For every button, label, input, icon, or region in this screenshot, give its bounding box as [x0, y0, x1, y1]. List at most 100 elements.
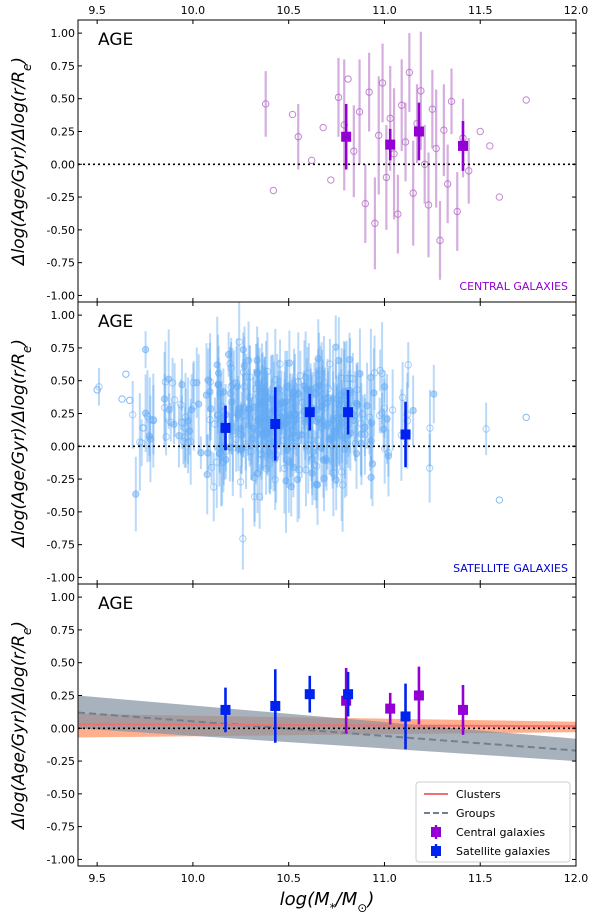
- binned-point: [304, 407, 315, 418]
- individual-point: [215, 449, 224, 457]
- individual-point: [329, 468, 338, 477]
- binned-point: [400, 711, 411, 722]
- individual-point: [206, 388, 214, 396]
- binned-point: [385, 703, 396, 714]
- binned-point: [343, 689, 354, 700]
- individual-point: [303, 369, 312, 377]
- individual-point: [271, 475, 279, 484]
- individual-point: [319, 123, 327, 132]
- individual-point: [308, 436, 316, 444]
- individual-point: [332, 424, 341, 432]
- individual-point: [245, 373, 254, 381]
- individual-point: [398, 393, 407, 402]
- y-tick-label: -0.25: [47, 191, 75, 204]
- individual-point: [282, 477, 290, 485]
- axes-frame: [77, 583, 577, 867]
- panel-annotation: SATELLITE GALAXIES: [453, 562, 568, 575]
- individual-point: [170, 420, 178, 428]
- legend-box: [415, 781, 571, 863]
- individual-point: [476, 127, 484, 136]
- x-tick-label: 10.5: [276, 872, 301, 885]
- axis-label-part: e: [20, 628, 34, 635]
- individual-point: [164, 375, 173, 383]
- legend-label: Satellite galaxies: [456, 845, 550, 858]
- individual-point: [365, 88, 373, 96]
- individual-point: [495, 193, 504, 201]
- individual-point: [335, 423, 344, 432]
- y-tick-label: -0.50: [47, 788, 75, 801]
- individual-point: [62, 461, 68, 467]
- y-tick-label: 0.25: [51, 125, 76, 138]
- individual-point: [314, 371, 322, 379]
- individual-point: [279, 436, 288, 445]
- individual-point: [226, 359, 234, 368]
- axis-label-part: ⊙: [357, 901, 367, 912]
- individual-point: [355, 108, 364, 116]
- binned-point: [220, 704, 231, 715]
- individual-point: [378, 79, 387, 87]
- individual-point: [281, 397, 290, 406]
- individual-point: [368, 460, 377, 468]
- panel-3: -1.00 -0.75 -0.50 -0.25 0.00 0.25 0.50 0.75 1.00…: [47, 583, 588, 885]
- individual-point: [219, 388, 228, 396]
- axis-label-part: ): [9, 621, 29, 630]
- individual-point: [269, 186, 278, 195]
- individual-point: [298, 398, 307, 407]
- top-x-tick-label: 11.0: [372, 4, 397, 17]
- individual-point: [294, 133, 302, 141]
- legend-label: Clusters: [456, 788, 501, 801]
- fit-band-groups: [78, 695, 576, 762]
- individual-point: [336, 391, 345, 399]
- individual-point: [379, 425, 388, 433]
- individual-point: [283, 446, 291, 455]
- individual-point: [313, 481, 322, 489]
- individual-point: [245, 405, 253, 414]
- axis-label-part: log(M: [280, 889, 330, 910]
- x-tick-label: 11.5: [468, 872, 493, 885]
- individual-point: [358, 410, 367, 418]
- individual-point: [482, 425, 490, 433]
- legend-marker: [431, 846, 441, 856]
- panel-2: -1.00 -0.75 -0.50 -0.25 0.00 0.25 0.50 0.75 1.00…: [47, 301, 577, 585]
- individual-point: [244, 356, 253, 365]
- individual-point: [404, 361, 412, 369]
- binned-point: [343, 407, 354, 418]
- individual-point: [262, 100, 270, 108]
- individual-point: [289, 393, 297, 401]
- y-tick-label: -0.75: [47, 257, 75, 270]
- individual-point: [143, 412, 152, 420]
- individual-point: [195, 400, 203, 408]
- individual-point: [246, 393, 254, 402]
- individual-point: [242, 373, 250, 381]
- plot-area: [78, 31, 576, 280]
- binned-point: [413, 126, 424, 137]
- individual-point: [351, 439, 360, 448]
- individual-point: [432, 144, 440, 153]
- individual-point: [253, 356, 261, 365]
- individual-point: [370, 389, 378, 397]
- individual-point: [447, 97, 456, 106]
- individual-point: [253, 431, 261, 439]
- individual-point: [281, 402, 290, 411]
- individual-point: [293, 475, 302, 484]
- panel-label: AGE: [98, 312, 133, 332]
- individual-point: [239, 411, 248, 420]
- panel-annotation: CENTRAL GALAXIES: [459, 280, 568, 293]
- y-tick-label: -1.00: [47, 571, 75, 584]
- individual-point: [371, 219, 379, 228]
- binned-point: [457, 704, 468, 715]
- top-x-tick-label: 10.5: [276, 4, 301, 17]
- individual-point: [288, 421, 297, 429]
- individual-point: [241, 440, 250, 448]
- individual-point: [334, 93, 343, 102]
- individual-point: [235, 404, 243, 413]
- individual-point: [443, 180, 452, 188]
- y-tick-label: 1.00: [51, 27, 76, 40]
- individual-point: [453, 207, 461, 216]
- individual-point: [436, 236, 444, 245]
- individual-point: [181, 413, 190, 421]
- axis-label-part: Δlog(Age/Gyr)/Δlog(r/R: [9, 635, 29, 831]
- individual-point: [345, 355, 354, 364]
- individual-point: [353, 400, 362, 409]
- individual-point: [365, 413, 374, 421]
